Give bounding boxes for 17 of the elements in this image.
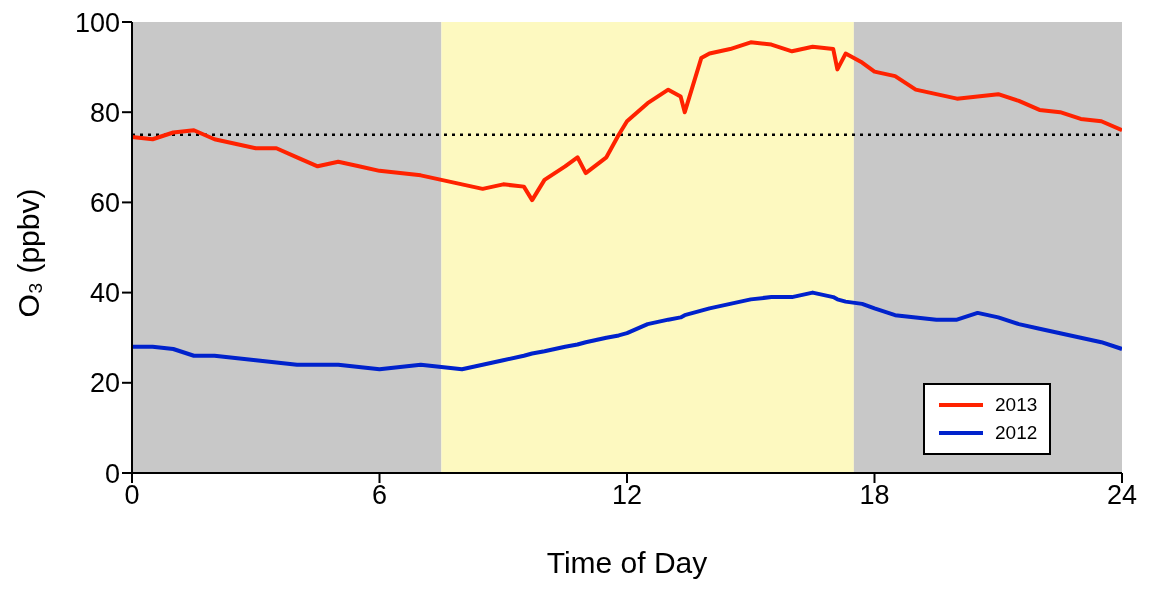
legend-label: 2012 <box>995 421 1038 445</box>
y-tick-label: 40 <box>89 278 120 309</box>
line-series <box>132 290 1122 372</box>
y-axis-title: O₃ (ppbv) <box>11 188 45 318</box>
x-tick-label: 18 <box>859 480 890 511</box>
x-tick-label: 24 <box>1106 480 1138 511</box>
x-tick-label: 12 <box>611 480 643 511</box>
line-series <box>132 40 1122 203</box>
y-tick-label: 60 <box>89 187 120 218</box>
y-tick-label: 80 <box>89 97 120 128</box>
y-tick-label: 20 <box>89 368 120 399</box>
y-tick-label: 100 <box>74 7 120 38</box>
y-tick-label: 0 <box>104 458 120 489</box>
legend-label: 2013 <box>995 393 1038 417</box>
x-axis-title: Time of Day <box>546 546 708 579</box>
x-tick-label: 0 <box>124 480 140 511</box>
x-tick-label: 6 <box>371 480 388 511</box>
